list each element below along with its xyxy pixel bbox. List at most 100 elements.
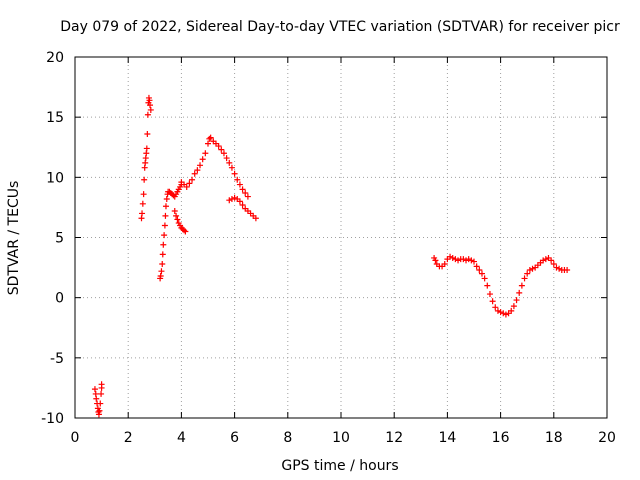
data-point (170, 192, 177, 199)
data-point (197, 162, 204, 169)
data-point (236, 198, 243, 205)
grid-lines (75, 57, 607, 418)
data-point (218, 146, 225, 153)
data-point (97, 400, 104, 407)
data-point (244, 193, 251, 200)
data-point (139, 210, 146, 217)
data-point (449, 254, 456, 261)
data-point (502, 311, 509, 318)
data-point (236, 181, 243, 188)
data-point (489, 298, 496, 305)
data-point (139, 200, 146, 207)
y-tick-label: 5 (55, 231, 64, 247)
data-point (161, 232, 168, 239)
data-point (143, 145, 150, 152)
data-point (550, 260, 557, 267)
data-point (163, 195, 170, 202)
data-point (252, 215, 259, 222)
data-point (98, 390, 105, 397)
x-tick-label: 6 (230, 430, 239, 446)
data-point (239, 186, 246, 193)
data-point (465, 256, 472, 263)
data-point (484, 282, 491, 289)
data-point (173, 212, 180, 219)
data-point (471, 258, 477, 265)
data-point (500, 310, 507, 317)
x-tick-label: 20 (598, 430, 616, 446)
y-tick-label: 10 (46, 170, 64, 186)
data-point (486, 291, 493, 298)
data-point (158, 268, 165, 275)
data-point (141, 176, 148, 183)
data-point (548, 257, 555, 264)
data-point (521, 275, 528, 282)
data-point (492, 304, 499, 311)
data-point (162, 203, 169, 210)
data-point (526, 266, 533, 273)
data-point (186, 180, 193, 187)
data-point (194, 167, 201, 174)
data-point (96, 407, 103, 414)
data-point (226, 197, 233, 204)
data-point (174, 216, 181, 223)
data-point (98, 381, 105, 388)
data-point (494, 307, 501, 314)
data-point (447, 253, 454, 260)
data-point (478, 270, 485, 277)
chart-title: Day 079 of 2022, Sidereal Day-to-day VTE… (60, 19, 620, 35)
x-tick-label: 12 (385, 430, 403, 446)
data-point (508, 307, 515, 314)
data-point (161, 222, 168, 229)
data-point (207, 134, 214, 141)
data-point (234, 176, 241, 183)
data-point (215, 143, 222, 150)
y-tick-label: 20 (46, 50, 64, 66)
data-point (183, 183, 190, 190)
data-point (513, 297, 520, 304)
y-tick-label: -10 (41, 411, 64, 427)
x-tick-label: 16 (492, 430, 510, 446)
data-point (542, 256, 549, 263)
data-point (497, 309, 504, 316)
x-tick-label: 0 (71, 430, 80, 446)
data-point (476, 266, 483, 273)
data-point (516, 289, 523, 296)
data-point (468, 257, 475, 264)
data-point (529, 265, 536, 272)
y-tick-label: 15 (46, 110, 64, 126)
data-point (239, 202, 246, 209)
x-axis-label: GPS time / hours (281, 458, 398, 474)
data-point (181, 227, 188, 234)
data-point (460, 256, 467, 263)
data-point (432, 257, 439, 264)
x-tick-label: 14 (438, 430, 456, 446)
data-point (441, 260, 448, 267)
data-point (228, 195, 235, 202)
data-point (226, 159, 233, 166)
x-tick-label: 2 (124, 430, 133, 446)
data-point (452, 256, 459, 263)
x-tick-label: 4 (177, 430, 186, 446)
data-point (553, 264, 560, 271)
data-point (159, 251, 166, 258)
data-point (242, 189, 249, 196)
tick-marks (74, 56, 608, 419)
data-point (228, 164, 235, 171)
x-tick-label: 8 (283, 430, 292, 446)
data-point (463, 257, 470, 264)
data-point (144, 131, 151, 138)
data-point (140, 191, 147, 198)
data-point (160, 241, 167, 248)
data-point (481, 275, 488, 282)
data-point (556, 265, 563, 272)
data-point (231, 194, 238, 201)
data-point (455, 257, 462, 264)
y-axis-label: SDTVAR / TECUs (6, 181, 22, 296)
data-point (162, 212, 169, 219)
data-point (191, 170, 198, 177)
data-point (147, 106, 154, 113)
x-tick-label: 10 (332, 430, 350, 446)
data-point (199, 156, 206, 163)
data-point (518, 282, 525, 289)
